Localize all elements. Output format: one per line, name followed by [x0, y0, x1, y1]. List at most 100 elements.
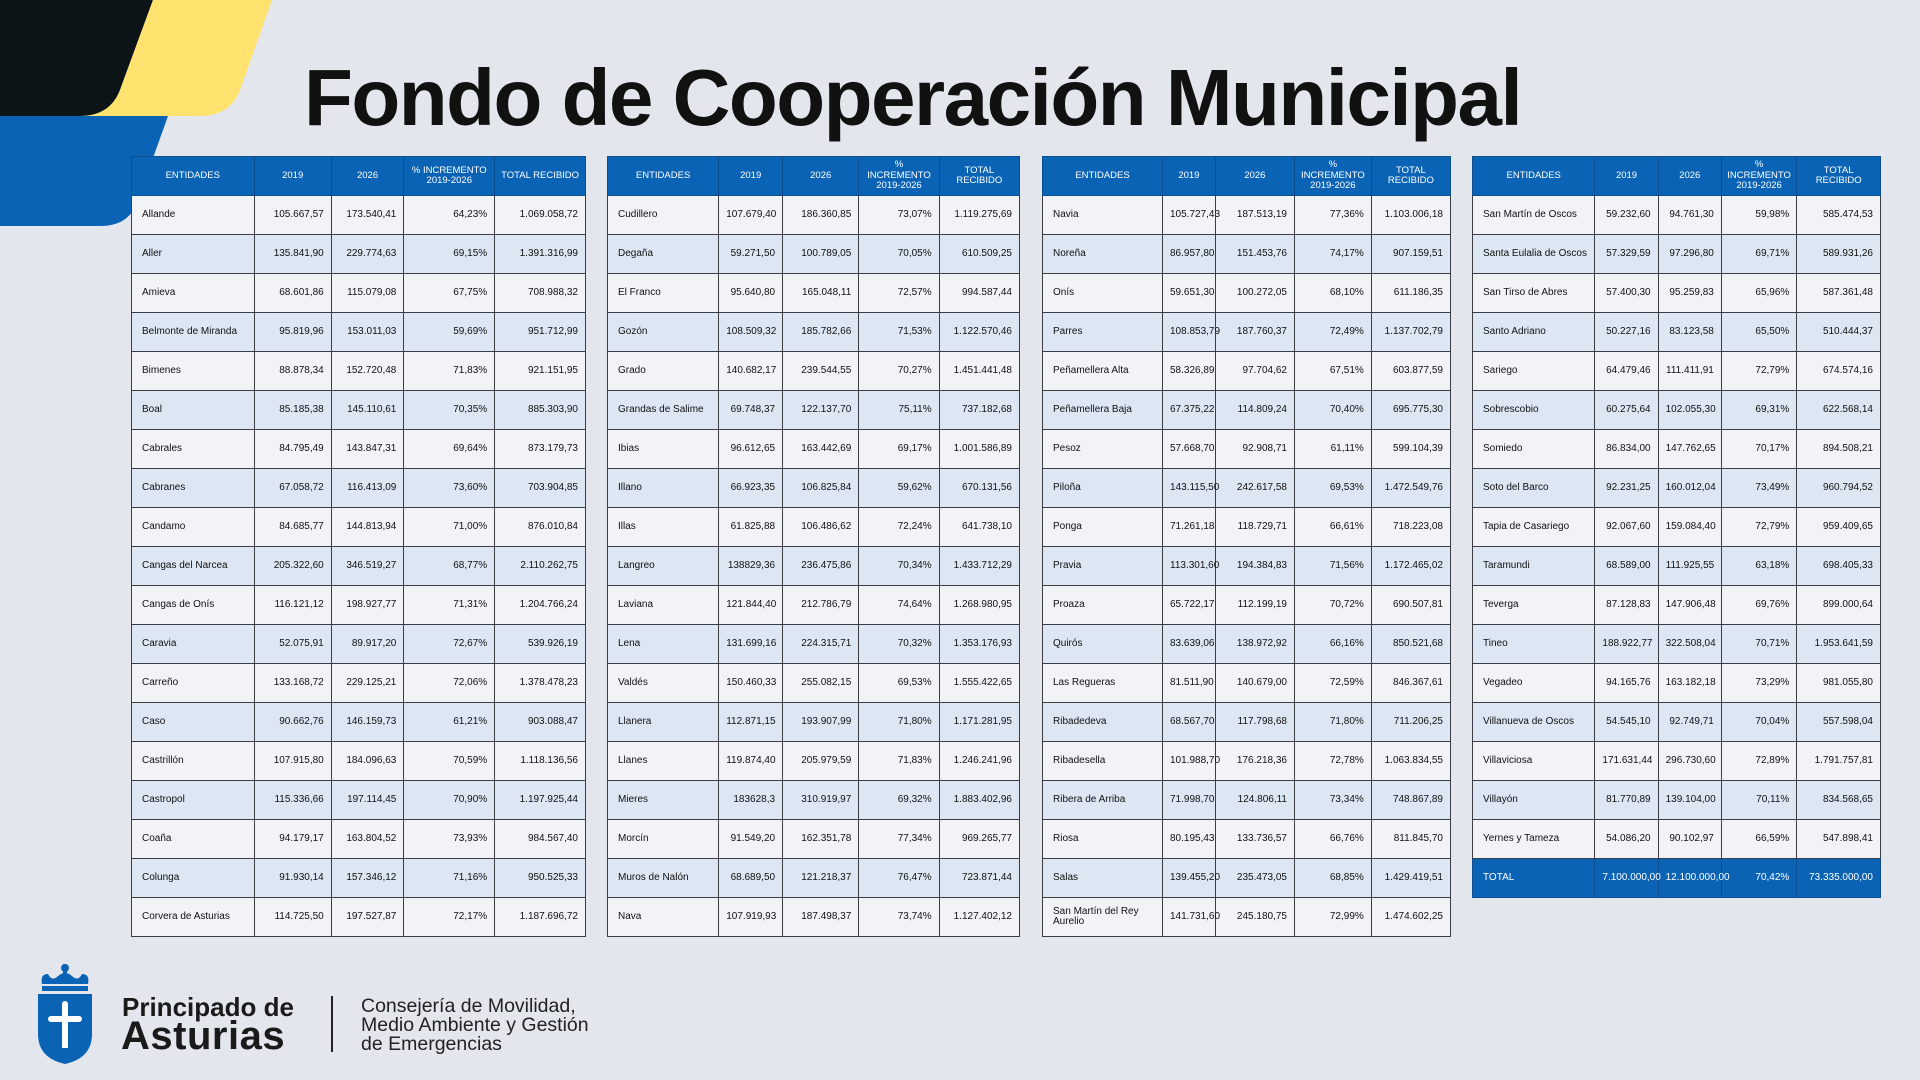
value-cell: 150.460,33 [718, 663, 784, 703]
entity-cell: Castropol [131, 780, 255, 820]
value-cell: 68,10% [1293, 273, 1372, 313]
data-table: ENTIDADES 2019 2026% INCREMENTO 2019-2026 T… [1042, 156, 1452, 937]
entity-cell: Llanera [606, 702, 720, 742]
value-cell: 61,11% [1293, 429, 1372, 469]
entity-cell: Peñamellera Alta [1042, 351, 1163, 391]
value-cell: 54.545,10 [1594, 702, 1659, 742]
entity-cell: Teverga [1471, 585, 1596, 625]
value-cell: 1.883.402,96 [938, 780, 1021, 820]
entity-cell: Quirós [1042, 624, 1163, 664]
entity-cell: Lena [606, 624, 720, 664]
entity-cell: San Tirso de Abres [1471, 273, 1596, 313]
table-row: Villayón 81.770,89 139.104,00 70,11% 834.568… [1471, 780, 1881, 820]
value-cell: 71.998,70 [1162, 780, 1216, 820]
value-cell: 510.444,37 [1796, 312, 1881, 352]
value-cell: 54.086,20 [1594, 819, 1659, 859]
entity-cell: Ribadedeva [1042, 702, 1163, 742]
table-row: Colunga 91.930,14 157.346,12 71,16% 950.525,… [131, 858, 586, 898]
value-cell: 176.218,36 [1214, 741, 1295, 781]
value-cell: 159.084,40 [1657, 507, 1722, 547]
value-cell: 197.527,87 [330, 897, 405, 937]
header-cell: ENTIDADES [606, 156, 720, 196]
value-cell: 239.544,55 [782, 351, 860, 391]
table-row: Vegadeo 94.165,76 163.182,18 73,29% 981.055,… [1471, 663, 1881, 703]
value-cell: 70,11% [1720, 780, 1798, 820]
value-cell: 133.168,72 [253, 663, 332, 703]
entity-cell: Pesoz [1042, 429, 1163, 469]
value-cell: 873.179,73 [494, 429, 586, 469]
value-cell: 108.853,79 [1162, 312, 1220, 352]
value-cell: 73,93% [403, 819, 496, 859]
table-row: Villanueva de Oscos 54.545,10 92.749,71 70,… [1471, 702, 1881, 742]
blue-shape [0, 116, 168, 226]
entity-cell: Cabranes [131, 468, 255, 508]
value-cell: 61,21% [403, 702, 496, 742]
total-label-cell: TOTAL [1471, 858, 1596, 898]
table-row: Onís 59.651,30 100.272,05 68,10% 611.186,35 [1042, 273, 1452, 313]
table-row: Belmonte de Miranda 95.819,96 153.011,03 59… [131, 312, 586, 352]
value-cell: 186.360,85 [782, 195, 860, 235]
entity-cell: Santo Adriano [1471, 312, 1596, 352]
table-row: Candamo 84.685,77 144.813,94 71,00% 876.010,… [131, 507, 586, 547]
entity-cell: Ponga [1042, 507, 1163, 547]
value-cell: 188.922,77 [1594, 624, 1659, 664]
value-cell: 951.712,99 [494, 312, 586, 352]
value-cell: 229.125,21 [330, 663, 405, 703]
value-cell: 146.159,73 [330, 702, 405, 742]
value-cell: 66,59% [1720, 819, 1798, 859]
value-cell: 235.473,05 [1214, 858, 1295, 898]
value-cell: 69,71% [1720, 234, 1798, 274]
value-cell: 72,79% [1720, 351, 1798, 391]
table-row: Coaña 94.179,17 163.804,52 73,93% 984.567,40 [131, 819, 586, 859]
value-cell: 907.159,51 [1370, 234, 1452, 274]
entity-cell: Pravia [1042, 546, 1163, 586]
table-row: Grado 140.682,17 239.544,55 70,27% 1.451.441… [606, 351, 1021, 391]
value-cell: 72,99% [1293, 897, 1372, 937]
value-cell: 183628,3 [718, 780, 784, 820]
corner-decoration [0, 0, 272, 226]
entity-cell: Carreño [131, 663, 255, 703]
value-cell: 921.151,95 [494, 351, 586, 391]
value-cell: 212.786,79 [782, 585, 860, 625]
value-cell: 140.682,17 [718, 351, 784, 391]
value-cell: 197.114,45 [330, 780, 405, 820]
header-cell: 2026 [782, 156, 860, 196]
value-cell: 73,74% [858, 897, 940, 937]
table-row: Piloña 143.115,50 242.617,58 69,53% 1.472.54… [1042, 468, 1452, 508]
value-cell: 72,78% [1293, 741, 1372, 781]
entity-cell: Corvera de Asturias [131, 897, 255, 937]
value-cell: 245.180,75 [1214, 897, 1295, 937]
table-row: Tapia de Casariego 92.067,60 159.084,40 72,… [1471, 507, 1881, 547]
value-cell: 163.442,69 [782, 429, 860, 469]
table-row: Peñamellera Baja 67.375,22 114.809,24 70,40… [1042, 390, 1452, 430]
table-row: Boal 85.185,38 145.110,61 70,35% 885.303,90 [131, 390, 586, 430]
total-value-cell: 73.335.000,00 [1796, 858, 1881, 898]
value-cell: 112.871,15 [718, 702, 784, 742]
value-cell: 92.067,60 [1594, 507, 1659, 547]
value-cell: 66,76% [1293, 819, 1372, 859]
value-cell: 52.075,91 [253, 624, 332, 664]
value-cell: 1.127.402,12 [938, 897, 1021, 937]
value-cell: 969.265,77 [938, 819, 1021, 859]
value-cell: 70,71% [1720, 624, 1798, 664]
value-cell: 960.794,52 [1796, 468, 1881, 508]
department-text: de Emergencias [361, 1033, 502, 1055]
value-cell: 205.979,59 [782, 741, 860, 781]
value-cell: 143.115,50 [1162, 468, 1219, 508]
value-cell: 59,62% [858, 468, 940, 508]
value-cell: 81.511,90 [1162, 663, 1216, 703]
entity-cell: Muros de Nalón [606, 858, 720, 898]
value-cell: 690.507,81 [1370, 585, 1452, 625]
table-row: Villaviciosa 171.631,44 296.730,60 72,89% 1.… [1471, 741, 1881, 781]
table-row: Parres 108.853,79 187.760,37 72,49% 1.137.70… [1042, 312, 1452, 352]
value-cell: 69,31% [1720, 390, 1798, 430]
value-cell: 135.841,90 [253, 234, 332, 274]
value-cell: 236.475,86 [782, 546, 860, 586]
value-cell: 322.508,04 [1657, 624, 1722, 664]
entity-cell: Degaña [606, 234, 720, 274]
table-row: Muros de Nalón 68.689,50 121.218,37 76,47% 7… [606, 858, 1021, 898]
table-row: Sariego 64.479,46 111.411,91 72,79% 674.574,… [1471, 351, 1881, 391]
entity-cell: Mieres [606, 780, 720, 820]
header-cell: % INCREMENTO 2019-2026 [858, 156, 940, 196]
